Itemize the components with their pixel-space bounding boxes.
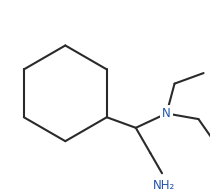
Text: NH₂: NH₂ <box>153 179 176 192</box>
Text: N: N <box>162 107 171 120</box>
